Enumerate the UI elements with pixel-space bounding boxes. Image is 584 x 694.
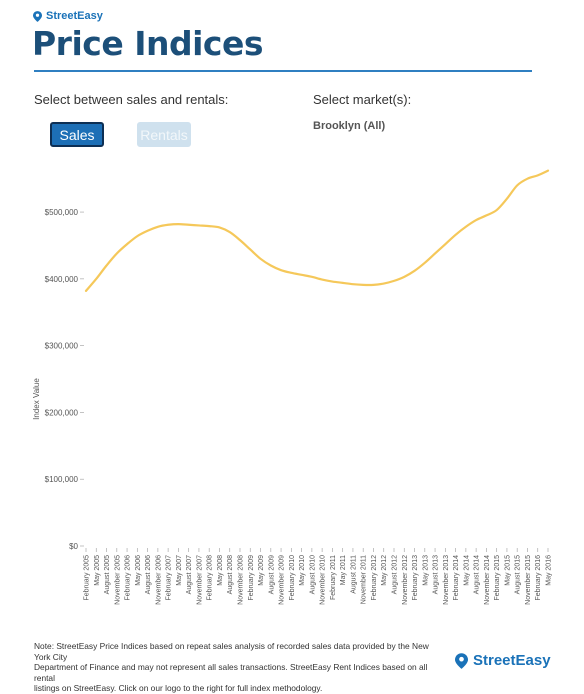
x-tick-label: May 2012 [381,555,388,586]
y-axis-label: Index Value [32,378,41,420]
x-tick-label: May 2007 [176,555,183,586]
rentals-button[interactable]: Rentals [137,122,191,147]
x-tick-label: August 2005 [104,555,111,594]
y-tick-label: $300,000 [45,342,79,351]
x-tick-label: August 2011 [350,555,357,594]
brand-logo-top[interactable]: StreetEasy [33,10,103,22]
x-tick-label: February 2011 [330,555,337,600]
footnote-line: listings on StreetEasy. Click on our log… [34,683,323,693]
sales-button[interactable]: Sales [50,122,104,147]
brand-name: StreetEasy [46,10,103,22]
series-line [84,169,550,292]
x-tick-label: May 2013 [422,555,429,586]
x-tick-label: August 2012 [392,555,399,594]
x-tick-label: February 2009 [248,555,255,601]
x-tick-label: February 2015 [494,555,501,601]
x-tick-label: May 2014 [463,555,470,586]
x-axis: February 2005 May 2005 August 2005 November… [84,548,553,605]
x-tick-label: August 2015 [515,555,522,594]
x-tick-label: May 2011 [340,555,347,585]
x-tick-label: February 2005 [84,555,91,601]
x-tick-label: August 2006 [145,555,152,594]
y-tick-label: $400,000 [45,275,79,284]
x-tick-label: February 2013 [412,555,419,601]
sales-rentals-label: Select between sales and rentals: [34,92,229,107]
y-tick-label: $100,000 [45,475,79,484]
market-label: Select market(s): [313,92,412,107]
footnote-line: Department of Finance and may not repres… [34,662,428,683]
x-tick-label: February 2008 [207,555,214,601]
x-tick-label: November 2014 [484,555,491,605]
x-tick-label: May 2010 [299,555,306,586]
x-tick-label: May 2016 [546,555,553,586]
x-tick-label: August 2008 [227,555,234,594]
x-tick-label: February 2006 [125,555,132,601]
x-tick-label: May 2005 [94,555,101,586]
x-tick-label: November 2005 [114,555,121,605]
location-pin-icon [33,10,42,22]
brand-name: StreetEasy [473,652,551,669]
x-tick-label: February 2010 [289,555,296,601]
y-tick-label: $200,000 [45,408,79,417]
x-tick-label: November 2013 [443,555,450,605]
x-tick-label: August 2009 [268,555,275,594]
y-axis: $0 $100,000 $200,000 $300,000 $400,000 $500,0… [45,208,84,551]
page-title: Price Indices [32,24,264,63]
x-tick-label: August 2014 [474,555,481,594]
x-tick-label: November 2010 [320,555,327,605]
x-tick-label: February 2012 [371,555,378,601]
brand-logo-bottom[interactable]: StreetEasy [455,652,551,669]
footnote: Note: StreetEasy Price Indices based on … [34,641,444,694]
price-index-chart: $0 $100,000 $200,000 $300,000 $400,000 $500,0… [32,169,553,605]
footnote-line: Note: StreetEasy Price Indices based on … [34,641,429,662]
y-tick-label: $0 [69,542,78,551]
x-tick-label: November 2006 [155,555,162,605]
x-tick-label: August 2013 [433,555,440,594]
x-tick-label: May 2009 [258,555,265,586]
x-tick-label: February 2014 [453,555,460,601]
x-tick-label: November 2007 [196,555,203,605]
x-tick-label: August 2010 [309,555,316,594]
y-tick-label: $500,000 [45,208,79,217]
location-pin-icon [455,652,468,669]
x-tick-label: May 2015 [504,555,511,586]
x-tick-label: November 2011 [361,555,368,604]
x-tick-label: August 2007 [186,555,193,594]
x-tick-label: November 2009 [279,555,286,605]
title-divider [34,70,532,72]
x-tick-label: November 2012 [402,555,409,605]
x-tick-label: November 2008 [238,555,245,605]
x-tick-label: May 2006 [135,555,142,586]
x-tick-label: February 2007 [166,555,173,601]
x-tick-label: May 2008 [217,555,224,586]
x-tick-label: February 2016 [535,555,542,601]
x-tick-label: November 2015 [525,555,532,605]
market-selector[interactable]: Brooklyn (All) [313,120,386,132]
